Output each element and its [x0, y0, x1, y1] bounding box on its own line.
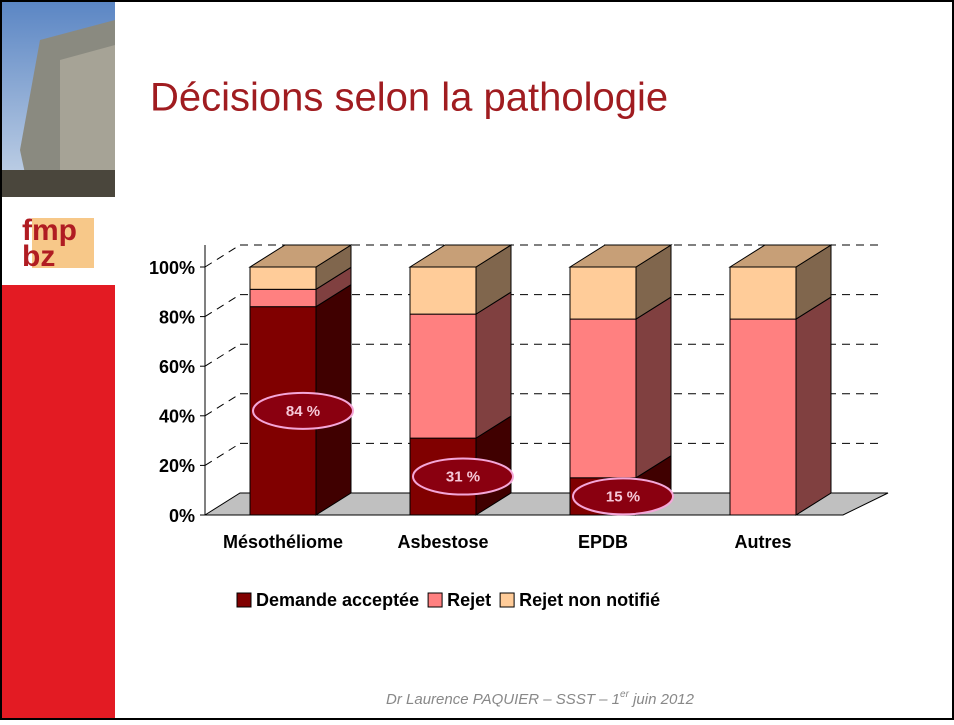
slide: fmp bz Décisions selon la pathologie Dr … [0, 0, 954, 720]
logo-text: bz [22, 240, 55, 273]
footer-text: juin 2012 [629, 691, 695, 708]
footer: Dr Laurence PAQUIER – SSST – 1er juin 20… [386, 689, 695, 708]
bar-side [476, 292, 511, 438]
bar-side [796, 297, 831, 515]
bar-segment [250, 267, 316, 289]
bar-segment [570, 319, 636, 478]
sidebar [2, 285, 115, 718]
legend-swatch [428, 593, 442, 607]
legend-label: Rejet [447, 590, 491, 610]
y-tick-label: 0% [169, 506, 195, 526]
y-tick-label: 60% [159, 357, 195, 377]
y-tick-label: 100% [149, 258, 195, 278]
bar-side [636, 297, 671, 478]
bar-segment [250, 289, 316, 306]
y-tick-label: 40% [159, 407, 195, 427]
legend-label: Rejet non notifié [519, 590, 660, 610]
value-label: 31 % [446, 469, 480, 486]
bar-segment [570, 267, 636, 319]
bar-segment [730, 267, 796, 319]
x-tick-label: Asbestose [397, 532, 488, 552]
value-label: 15 % [606, 488, 640, 505]
legend-label: Demande acceptée [256, 590, 419, 610]
page: fmp bz Décisions selon la pathologie Dr … [0, 0, 954, 720]
slide-title: Décisions selon la pathologie [150, 76, 668, 120]
x-tick-label: Mésothéliome [223, 532, 343, 552]
y-tick-label: 80% [159, 307, 195, 327]
footer-text: Dr Laurence PAQUIER – SSST – 1 [386, 691, 620, 708]
x-tick-label: Autres [734, 532, 791, 552]
bar-segment [410, 267, 476, 314]
value-label: 84 % [286, 403, 320, 420]
legend-swatch [237, 593, 251, 607]
legend-swatch [500, 593, 514, 607]
bar-segment [410, 314, 476, 438]
y-tick-label: 20% [159, 456, 195, 476]
photo-street [2, 170, 115, 197]
x-tick-label: EPDB [578, 532, 628, 552]
bar-segment [730, 319, 796, 515]
